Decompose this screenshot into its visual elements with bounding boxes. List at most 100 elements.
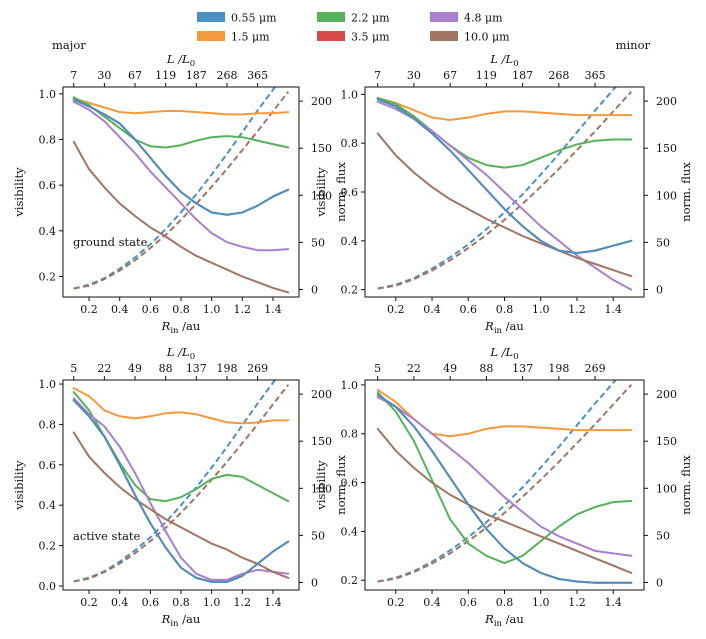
y-tick-label: 1.0 (341, 379, 359, 392)
y2-tick-label: 50 (311, 529, 325, 542)
flux-line-10-0-m (73, 91, 290, 290)
x-tick-label: 0.4 (111, 596, 129, 609)
visibility-line-4-8-m (376, 396, 633, 557)
x-axis-label-base: R (484, 319, 494, 333)
visibility-line-4-8-m (72, 397, 290, 581)
top-tick-label: 7 (70, 69, 77, 82)
y-tick-label: 0.6 (341, 477, 359, 490)
y-tick-label: 0.2 (341, 284, 359, 297)
top-tick-label: 88 (159, 362, 173, 375)
top-axis-label: L /L0 (489, 52, 518, 69)
x-tick-label: 0.6 (460, 303, 478, 316)
legend-item-1-5-m: 1.5 μm (197, 31, 270, 44)
y-tick-label: 0.4 (39, 225, 57, 238)
x-tick-label: 0.8 (172, 303, 190, 316)
x-tick-label: 0.6 (142, 596, 160, 609)
y2-tick-label: 0 (656, 283, 663, 296)
y2-tick-label: 100 (656, 482, 677, 495)
y-axis-label: visibility (12, 167, 26, 218)
top-tick-label: 198 (216, 362, 237, 375)
x-tick-label: 1.2 (568, 303, 586, 316)
y2-tick-label: 50 (656, 236, 670, 249)
y2-axis-label: norm. flux (679, 455, 693, 515)
y-tick-label: 0.4 (341, 525, 359, 538)
visibility-line-3-5-m (376, 98, 633, 254)
legend-label: 0.55 μm (231, 12, 277, 25)
flux-line-10-0-m (377, 384, 633, 583)
y2-tick-label: 0 (311, 283, 318, 296)
top-tick-label: 7 (374, 69, 381, 82)
top-tick-label: 268 (216, 69, 237, 82)
visibility-line-10-0-m (72, 431, 290, 579)
top-tick-label: 67 (128, 69, 142, 82)
x-tick-label: 1.4 (264, 303, 282, 316)
x-tick-label: 1.0 (532, 596, 550, 609)
y-tick-label: 0.8 (39, 134, 57, 147)
legend-item-4-8-m: 4.8 μm (430, 12, 503, 25)
legend-item-10-0-m: 10.0 μm (430, 31, 510, 44)
top-tick-label: 5 (70, 362, 77, 375)
y-tick-label: 0.0 (39, 580, 57, 593)
top-tick-label: 187 (512, 69, 533, 82)
x-axis-label-unit: /au (502, 319, 524, 333)
x-axis-label-unit: /au (502, 612, 524, 626)
y2-axis-label: norm. flux (334, 455, 348, 515)
x-axis-label: Rin /au (484, 612, 524, 629)
y-tick-label: 0.4 (39, 499, 57, 512)
column-labels: major minor (52, 38, 650, 52)
x-tick-label: 0.4 (111, 303, 129, 316)
x-tick-label: 0.8 (172, 596, 190, 609)
x-tick-label: 1.0 (203, 303, 221, 316)
top-tick-label: 365 (585, 69, 606, 82)
y-tick-label: 0.6 (39, 459, 57, 472)
y2-tick-label: 200 (311, 388, 332, 401)
top-tick-label: 198 (548, 362, 569, 375)
top-tick-label: 49 (128, 362, 142, 375)
legend-label: 2.2 μm (351, 12, 390, 25)
legend-label: 1.5 μm (231, 31, 270, 44)
y2-tick-label: 200 (656, 95, 677, 108)
panels: 0.2 0.4 0.6 0.8 1.0 1.2 1.4 7 30 67 119 187 268 365 0.… (12, 52, 693, 629)
top-axis-label-sub: 0 (513, 352, 518, 362)
y2-tick-label: 50 (656, 529, 670, 542)
y-tick-label: 1.0 (39, 378, 57, 391)
visibility-line-2-2-m (376, 391, 633, 565)
top-tick-label: 137 (186, 362, 207, 375)
y-tick-label: 0.2 (341, 574, 359, 587)
panel-ground-minor: 0.2 0.4 0.6 0.8 1.0 1.2 1.4 7 30 67 119 187 268 365 0.… (314, 52, 693, 336)
x-tick-label: 1.4 (604, 596, 622, 609)
y-tick-label: 0.4 (341, 235, 359, 248)
legend-label: 4.8 μm (464, 12, 503, 25)
y2-tick-label: 200 (311, 95, 332, 108)
x-tick-label: 1.0 (532, 303, 550, 316)
legend-swatch (317, 31, 345, 41)
visibility-line-0-55-m (376, 393, 633, 584)
visibility-line-10-0-m (72, 140, 290, 294)
x-axis-label-sub: in (170, 326, 179, 336)
flux-line-0-55-m (377, 87, 617, 290)
y-tick-label: 0.2 (39, 540, 57, 553)
plot-area (376, 380, 633, 584)
y-axis-label: visibility (314, 167, 328, 218)
x-tick-label: 0.2 (80, 596, 98, 609)
x-axis-label-base: R (484, 612, 494, 626)
legend-item-2-2-m: 2.2 μm (317, 12, 390, 25)
y2-tick-label: 150 (311, 142, 332, 155)
top-axis-label-base: L /L (166, 345, 190, 359)
flux-line-10-0-m (377, 91, 633, 290)
y2-tick-label: 0 (656, 576, 663, 589)
y-tick-label: 0.8 (341, 137, 359, 150)
top-tick-label: 30 (97, 69, 111, 82)
state-label: active state (73, 529, 141, 543)
top-tick-label: 88 (479, 362, 493, 375)
x-axis-label-sub: in (170, 619, 179, 629)
legend-label: 3.5 μm (351, 31, 390, 44)
top-tick-label: 5 (374, 362, 381, 375)
top-tick-label: 119 (476, 69, 497, 82)
visibility-line-4-8-m (376, 100, 633, 291)
x-tick-label: 1.4 (604, 303, 622, 316)
x-axis-label-unit: /au (179, 612, 201, 626)
x-tick-label: 0.4 (423, 596, 441, 609)
x-tick-label: 0.8 (496, 596, 514, 609)
